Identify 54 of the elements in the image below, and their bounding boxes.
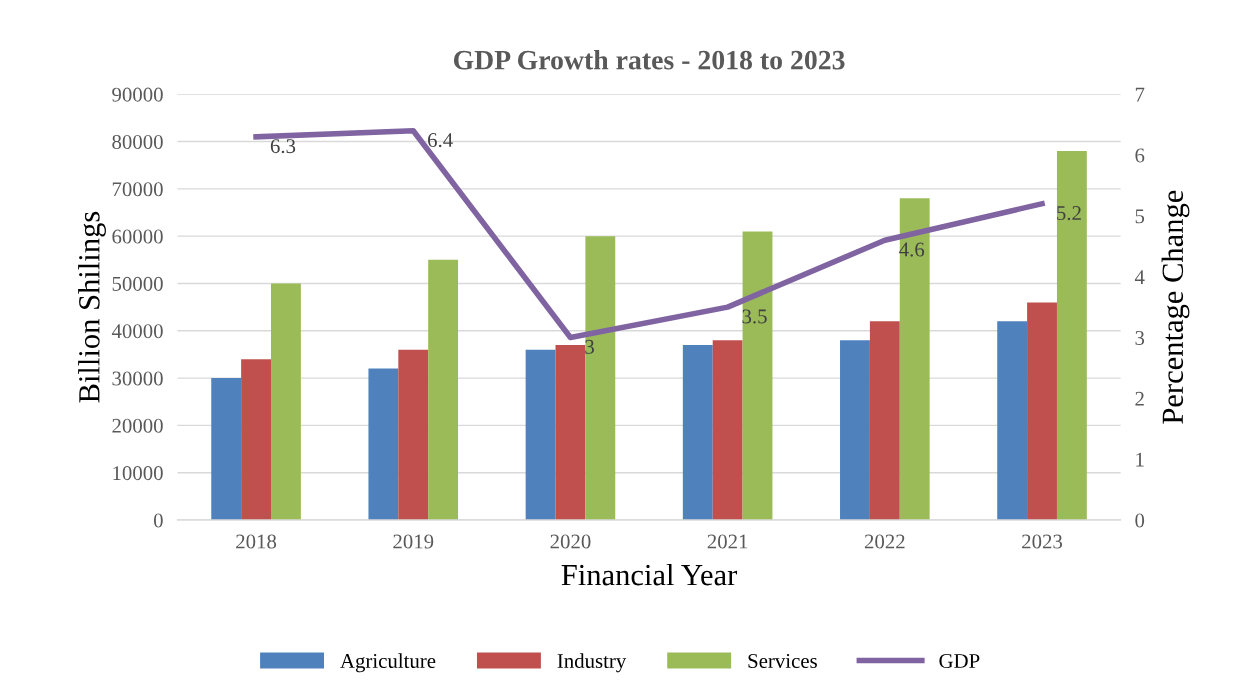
y-axis-title: Billion Shilings xyxy=(78,211,106,403)
y-tick-label: 40000 xyxy=(111,324,163,339)
legend-label: Agriculture xyxy=(340,653,436,673)
bar xyxy=(585,236,616,521)
bar xyxy=(428,259,459,521)
bar xyxy=(525,349,556,521)
y-tick-label: 90000 xyxy=(112,87,163,102)
data-label: 5.2 xyxy=(1057,206,1081,221)
bar xyxy=(1027,302,1057,521)
bar xyxy=(241,359,271,521)
bar xyxy=(555,344,586,521)
y-tick-label: 60000 xyxy=(112,229,163,244)
bar xyxy=(270,283,301,521)
bar xyxy=(712,340,743,521)
y-tick-label: 20000 xyxy=(112,418,163,433)
bar xyxy=(899,198,930,521)
y-tick-label: 70000 xyxy=(112,182,163,197)
y2-axis-title: Percentage Change xyxy=(1161,190,1190,424)
y-tick-label: 50000 xyxy=(112,276,163,291)
bar xyxy=(368,368,399,521)
y2-tick-label: 5 xyxy=(1135,209,1145,224)
y2-tick-label: 1 xyxy=(1136,452,1144,467)
legend-label: Industry xyxy=(557,653,627,673)
legend-label: GDP xyxy=(939,653,980,668)
y2-tick-label: 3 xyxy=(1135,330,1145,345)
y2-tick-label: 4 xyxy=(1134,270,1145,284)
bar xyxy=(1056,151,1087,521)
chart-title: GDP Growth rates - 2018 to 2023 xyxy=(453,49,845,70)
x-tick-label: 2021 xyxy=(707,534,748,549)
y2-tick-label: 6 xyxy=(1135,148,1145,163)
y-tick-label: 30000 xyxy=(112,371,163,386)
y-tick-label: 80000 xyxy=(112,134,163,149)
x-tick-label: 2022 xyxy=(864,534,905,549)
y2-tick-label: 7 xyxy=(1135,87,1145,102)
bar xyxy=(742,231,773,521)
legend-label: Services xyxy=(748,653,817,668)
y-tick-label: 10000 xyxy=(113,466,163,481)
y-tick-label: 0 xyxy=(153,513,163,528)
x-tick-label: 2019 xyxy=(393,534,434,549)
bar xyxy=(682,344,713,521)
bar xyxy=(840,340,870,521)
x-tick-label: 2023 xyxy=(1022,534,1063,549)
y2-tick-label: 2 xyxy=(1135,391,1144,406)
y2-tick-label: 0 xyxy=(1135,513,1145,528)
bar xyxy=(211,378,242,521)
x-axis-title: Financial Year xyxy=(561,563,738,586)
bar xyxy=(997,321,1028,521)
data-label: 6.4 xyxy=(428,133,453,148)
x-tick-label: 2020 xyxy=(550,534,591,549)
data-label: 6.3 xyxy=(270,139,296,154)
data-label: 3 xyxy=(585,339,594,354)
bar xyxy=(398,349,429,521)
bar xyxy=(869,321,900,521)
x-tick-label: 2018 xyxy=(236,534,277,549)
